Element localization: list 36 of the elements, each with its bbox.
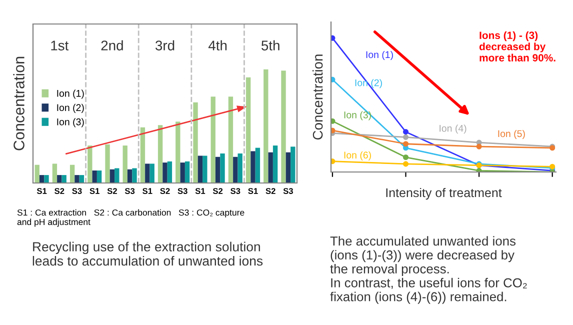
- text: 1st: [51, 40, 69, 50]
- text: 5th: [262, 40, 280, 50]
- x-tick-label: S2: [160, 188, 170, 194]
- legend-label: Ion (3): [57, 118, 84, 128]
- x-axis-title: Intensity of treatment: [386, 188, 502, 200]
- text: 3rd: [155, 40, 174, 50]
- x-tick-label: S1: [248, 188, 258, 194]
- text: 4th: [208, 40, 227, 50]
- text: Recycling use of the extraction solution leads to accumulation of unwanted ions: [32, 242, 263, 266]
- y-axis-title: Concentration: [13, 56, 24, 150]
- x-tick-label: S2: [266, 188, 276, 194]
- y-axis-title: Concentration: [312, 54, 323, 140]
- x-tick-label: S3: [72, 188, 82, 194]
- x-tick-label: S2: [212, 188, 223, 194]
- series-label: Ion (6): [344, 151, 371, 160]
- x-tick-label: S3: [178, 188, 188, 194]
- x-tick-label: S1: [90, 188, 100, 194]
- text: S1 : Ca extraction S2 : Ca carbonation S3 : CO₂ capture and pH adjustment: [17, 209, 244, 227]
- text: The accumulated unwanted ions (ions (1)-(3)) were decreased by the removal process. In contrast, the useful ions for CO₂ fixation (ions (4)-(6)) remained.: [330, 236, 527, 304]
- legend-label: Ion (1): [57, 90, 84, 99]
- x-tick-label: S3: [283, 188, 293, 194]
- x-tick-label: S1: [195, 188, 206, 194]
- x-tick-label: S1: [142, 188, 152, 194]
- x-tick-label: S1: [36, 188, 47, 194]
- series-label: Ion (2): [355, 79, 382, 88]
- series-label: Ion (1): [366, 50, 393, 60]
- legend-label: Ion (2): [57, 104, 84, 113]
- x-tick-label: S3: [124, 188, 135, 194]
- x-tick-label: S3: [230, 188, 240, 194]
- x-tick-label: S2: [54, 188, 64, 194]
- annotation: Ions (1) - (3) decreased by more than 90%.: [479, 31, 556, 62]
- series-label: Ion (3): [344, 111, 371, 120]
- text: 2nd: [101, 40, 123, 50]
- series-label: Ion (5): [498, 130, 525, 140]
- x-tick-label: S2: [107, 188, 117, 194]
- series-label: Ion (4): [440, 124, 466, 134]
